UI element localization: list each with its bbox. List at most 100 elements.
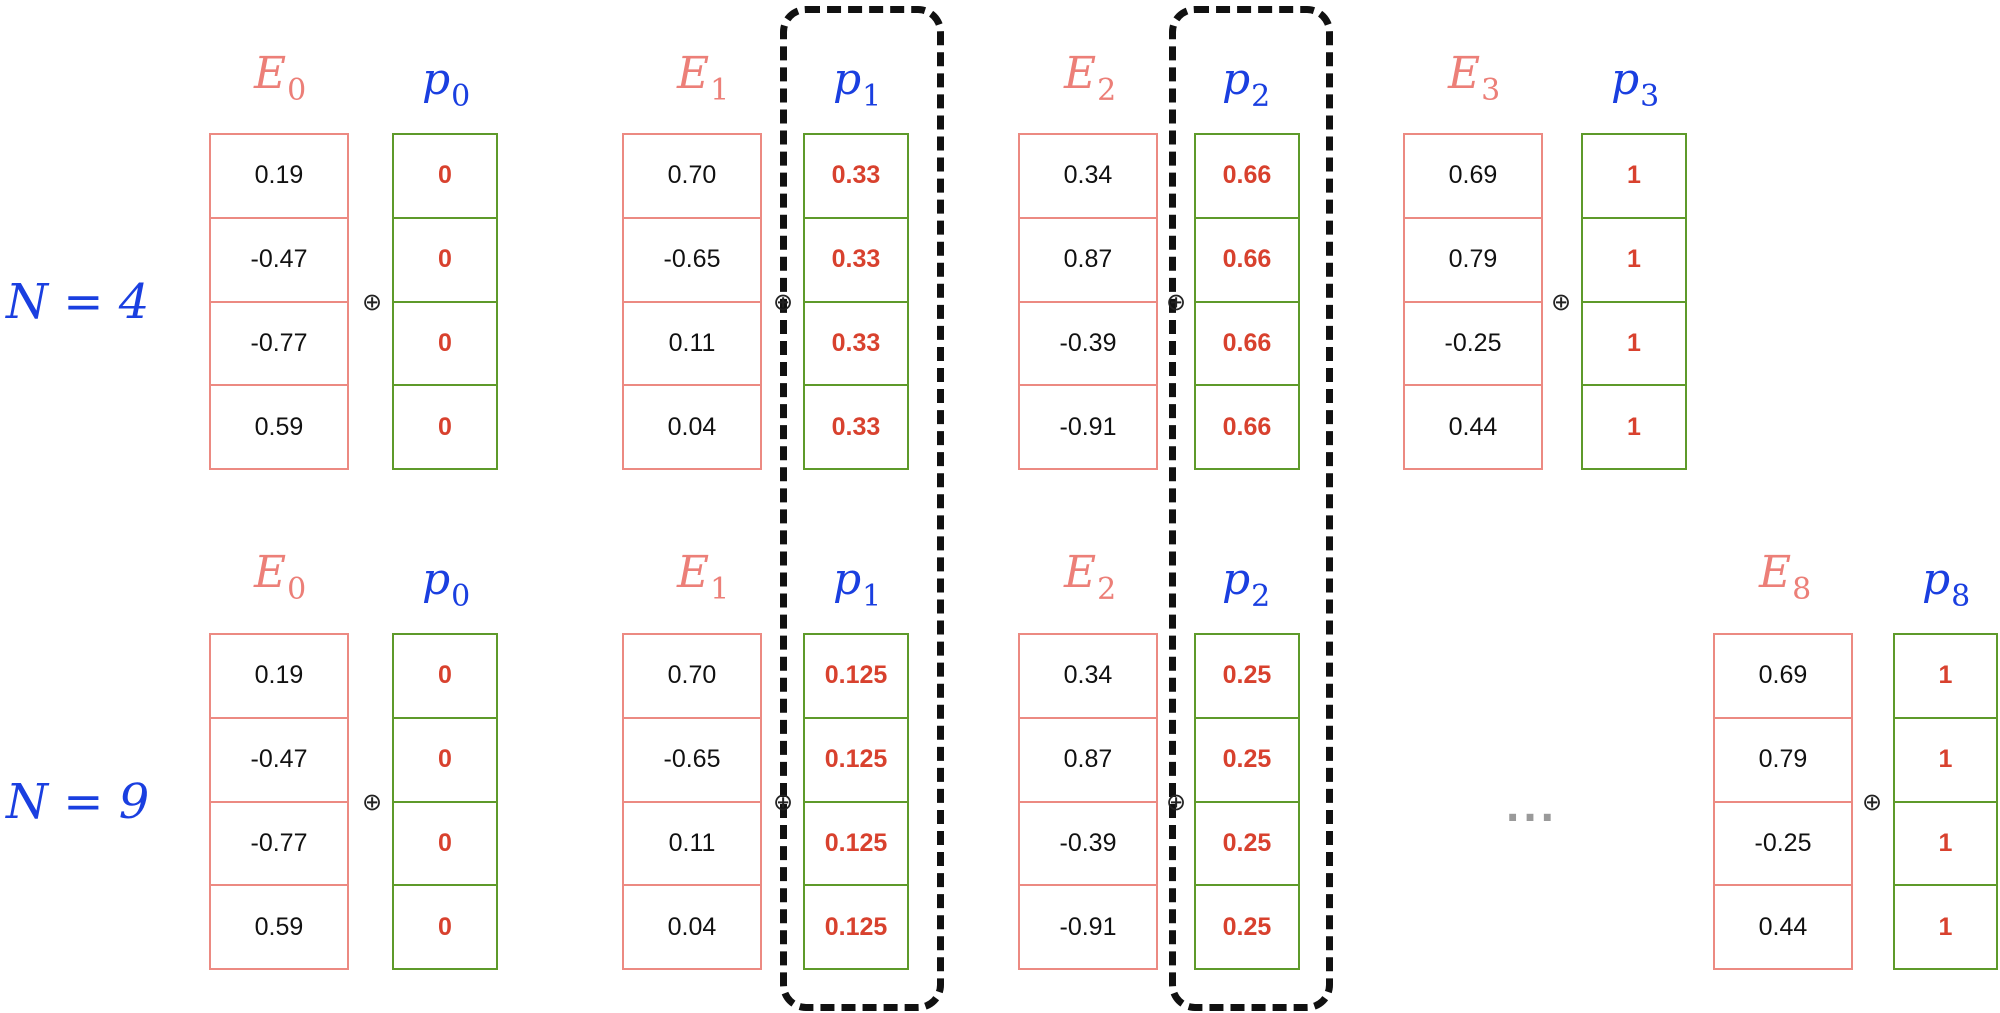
concat-operator: ⊕ bbox=[1165, 788, 1187, 816]
position-cell: 0 bbox=[438, 161, 452, 190]
concat-operator: ⊕ bbox=[772, 288, 794, 316]
embedding-cell: 0.59 bbox=[211, 884, 347, 968]
position-cell: 0.125 bbox=[824, 661, 888, 690]
position-vector: 0.25 0.25 0.25 0.25 bbox=[1194, 633, 1300, 970]
position-cell: 0 bbox=[438, 661, 452, 690]
embedding-header: E0 bbox=[254, 547, 307, 607]
embedding-cell: -0.47 bbox=[211, 216, 347, 301]
position-cell: 0 bbox=[394, 716, 496, 801]
embedding-header: E2 bbox=[1064, 48, 1117, 108]
embedding-vector: 0.34 0.87 -0.39 -0.91 bbox=[1018, 133, 1158, 470]
position-cell: 0.25 bbox=[1196, 716, 1298, 801]
position-cell: 0 bbox=[394, 884, 496, 968]
position-header: p3 bbox=[1611, 54, 1660, 114]
embedding-header: E1 bbox=[677, 48, 730, 108]
embedding-cell: 0.11 bbox=[624, 300, 760, 385]
position-cell: 0.125 bbox=[805, 884, 907, 968]
position-cell: 1 bbox=[1895, 800, 1996, 885]
position-cell: 0.25 bbox=[1222, 661, 1272, 690]
position-cell: 0.66 bbox=[1196, 216, 1298, 301]
concat-operator: ⊕ bbox=[1550, 288, 1572, 316]
embedding-cell: 0.44 bbox=[1715, 884, 1851, 968]
embedding-cell: 0.34 bbox=[1063, 661, 1113, 690]
position-cell: 0 bbox=[394, 216, 496, 301]
embedding-cell: -0.47 bbox=[211, 716, 347, 801]
position-cell: 1 bbox=[1583, 300, 1685, 385]
embedding-vector: 0.70 -0.65 0.11 0.04 bbox=[622, 633, 762, 970]
position-cell: 1 bbox=[1895, 716, 1996, 801]
concat-operator: ⊕ bbox=[361, 788, 383, 816]
embedding-vector: 0.70 -0.65 0.11 0.04 bbox=[622, 133, 762, 470]
position-vector: 0.125 0.125 0.125 0.125 bbox=[803, 633, 909, 970]
embedding-cell: -0.39 bbox=[1020, 800, 1156, 885]
embedding-cell: -0.65 bbox=[624, 216, 760, 301]
embedding-vector: 0.19 -0.47 -0.77 0.59 bbox=[209, 133, 349, 470]
position-vector: 0.66 0.66 0.66 0.66 bbox=[1194, 133, 1300, 470]
embedding-cell: 0.79 bbox=[1715, 716, 1851, 801]
embedding-vector: 0.34 0.87 -0.39 -0.91 bbox=[1018, 633, 1158, 970]
position-cell: 0.66 bbox=[1196, 384, 1298, 468]
position-vector: 0.33 0.33 0.33 0.33 bbox=[803, 133, 909, 470]
position-header: p0 bbox=[422, 54, 471, 114]
position-header: p2 bbox=[1222, 554, 1271, 614]
position-header: p1 bbox=[833, 554, 882, 614]
position-cell: 0.33 bbox=[831, 161, 881, 190]
embedding-cell: -0.25 bbox=[1405, 300, 1541, 385]
position-vector: 1 1 1 1 bbox=[1893, 633, 1998, 970]
embedding-vector: 0.69 0.79 -0.25 0.44 bbox=[1403, 133, 1543, 470]
position-cell: 1 bbox=[1583, 384, 1685, 468]
embedding-cell: 0.19 bbox=[254, 661, 304, 690]
concat-operator: ⊕ bbox=[1861, 788, 1883, 816]
embedding-cell: 0.04 bbox=[624, 884, 760, 968]
position-cell: 0.66 bbox=[1222, 161, 1272, 190]
position-cell: 0 bbox=[394, 800, 496, 885]
embedding-cell: -0.91 bbox=[1020, 384, 1156, 468]
embedding-header: E3 bbox=[1448, 48, 1501, 108]
embedding-cell: -0.65 bbox=[624, 716, 760, 801]
highlight-box-p2 bbox=[1169, 6, 1333, 1011]
embedding-header: E8 bbox=[1759, 547, 1812, 607]
embedding-cell: -0.77 bbox=[211, 300, 347, 385]
position-cell: 1 bbox=[1895, 884, 1996, 968]
position-cell: 0.33 bbox=[805, 300, 907, 385]
embedding-cell: 0.69 bbox=[1448, 161, 1498, 190]
concat-operator: ⊕ bbox=[772, 788, 794, 816]
position-header: p1 bbox=[833, 54, 882, 114]
embedding-cell: -0.25 bbox=[1715, 800, 1851, 885]
position-cell: 0.25 bbox=[1196, 800, 1298, 885]
position-vector: 1 1 1 1 bbox=[1581, 133, 1687, 470]
embedding-cell: 0.70 bbox=[667, 661, 717, 690]
position-cell: 0.66 bbox=[1196, 300, 1298, 385]
position-cell: 0.33 bbox=[805, 216, 907, 301]
embedding-cell: 0.79 bbox=[1405, 216, 1541, 301]
highlight-box-p1 bbox=[780, 6, 944, 1011]
concat-operator: ⊕ bbox=[1165, 288, 1187, 316]
position-cell: 0.25 bbox=[1196, 884, 1298, 968]
embedding-cell: -0.91 bbox=[1020, 884, 1156, 968]
embedding-cell: -0.77 bbox=[211, 800, 347, 885]
position-cell: 0.33 bbox=[805, 384, 907, 468]
position-cell: 0.125 bbox=[805, 800, 907, 885]
embedding-header: E2 bbox=[1064, 547, 1117, 607]
row-label-n9: N = 9 bbox=[6, 774, 150, 830]
position-cell: 0.125 bbox=[805, 716, 907, 801]
embedding-cell: 0.34 bbox=[1063, 161, 1113, 190]
embedding-header: E0 bbox=[254, 48, 307, 108]
embedding-cell: 0.11 bbox=[624, 800, 760, 885]
position-header: p2 bbox=[1222, 54, 1271, 114]
embedding-cell: 0.87 bbox=[1020, 216, 1156, 301]
position-cell: 0 bbox=[394, 300, 496, 385]
embedding-cell: 0.69 bbox=[1758, 661, 1808, 690]
embedding-cell: 0.59 bbox=[211, 384, 347, 468]
row-label-n4: N = 4 bbox=[6, 274, 150, 330]
embedding-cell: 0.04 bbox=[624, 384, 760, 468]
embedding-cell: 0.70 bbox=[667, 161, 717, 190]
embedding-header: E1 bbox=[677, 547, 730, 607]
embedding-cell: 0.87 bbox=[1020, 716, 1156, 801]
embedding-cell: 0.19 bbox=[254, 161, 304, 190]
position-cell: 1 bbox=[1627, 161, 1641, 190]
embedding-vector: 0.69 0.79 -0.25 0.44 bbox=[1713, 633, 1853, 970]
position-header: p8 bbox=[1922, 554, 1971, 614]
position-cell: 1 bbox=[1583, 216, 1685, 301]
